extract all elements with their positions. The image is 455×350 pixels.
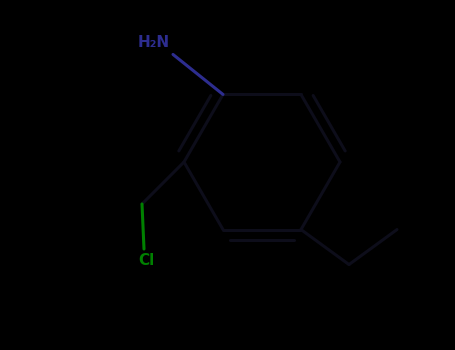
Text: Cl: Cl	[138, 253, 154, 268]
Text: H₂N: H₂N	[138, 35, 170, 50]
